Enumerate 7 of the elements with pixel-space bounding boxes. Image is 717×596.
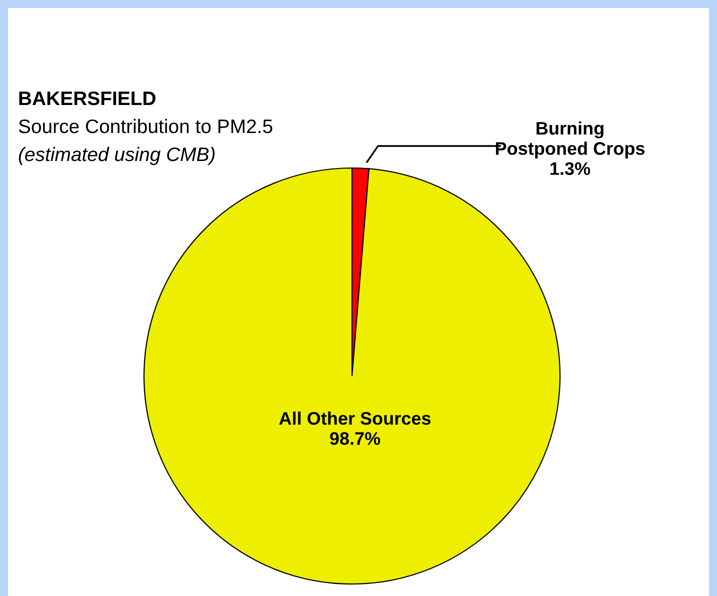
chart-subtitle: Source Contribution to PM2.5 bbox=[18, 118, 272, 134]
slice-label: Burning Postponed Crops bbox=[496, 121, 644, 158]
text: (estimated using CMB) bbox=[18, 146, 215, 166]
data-label: 1.3% bbox=[550, 162, 590, 176]
chart-title: BAKERSFIELD bbox=[19, 91, 156, 106]
data-label: 98.7% bbox=[330, 432, 380, 445]
slice-label: All Other Sources bbox=[279, 412, 431, 425]
